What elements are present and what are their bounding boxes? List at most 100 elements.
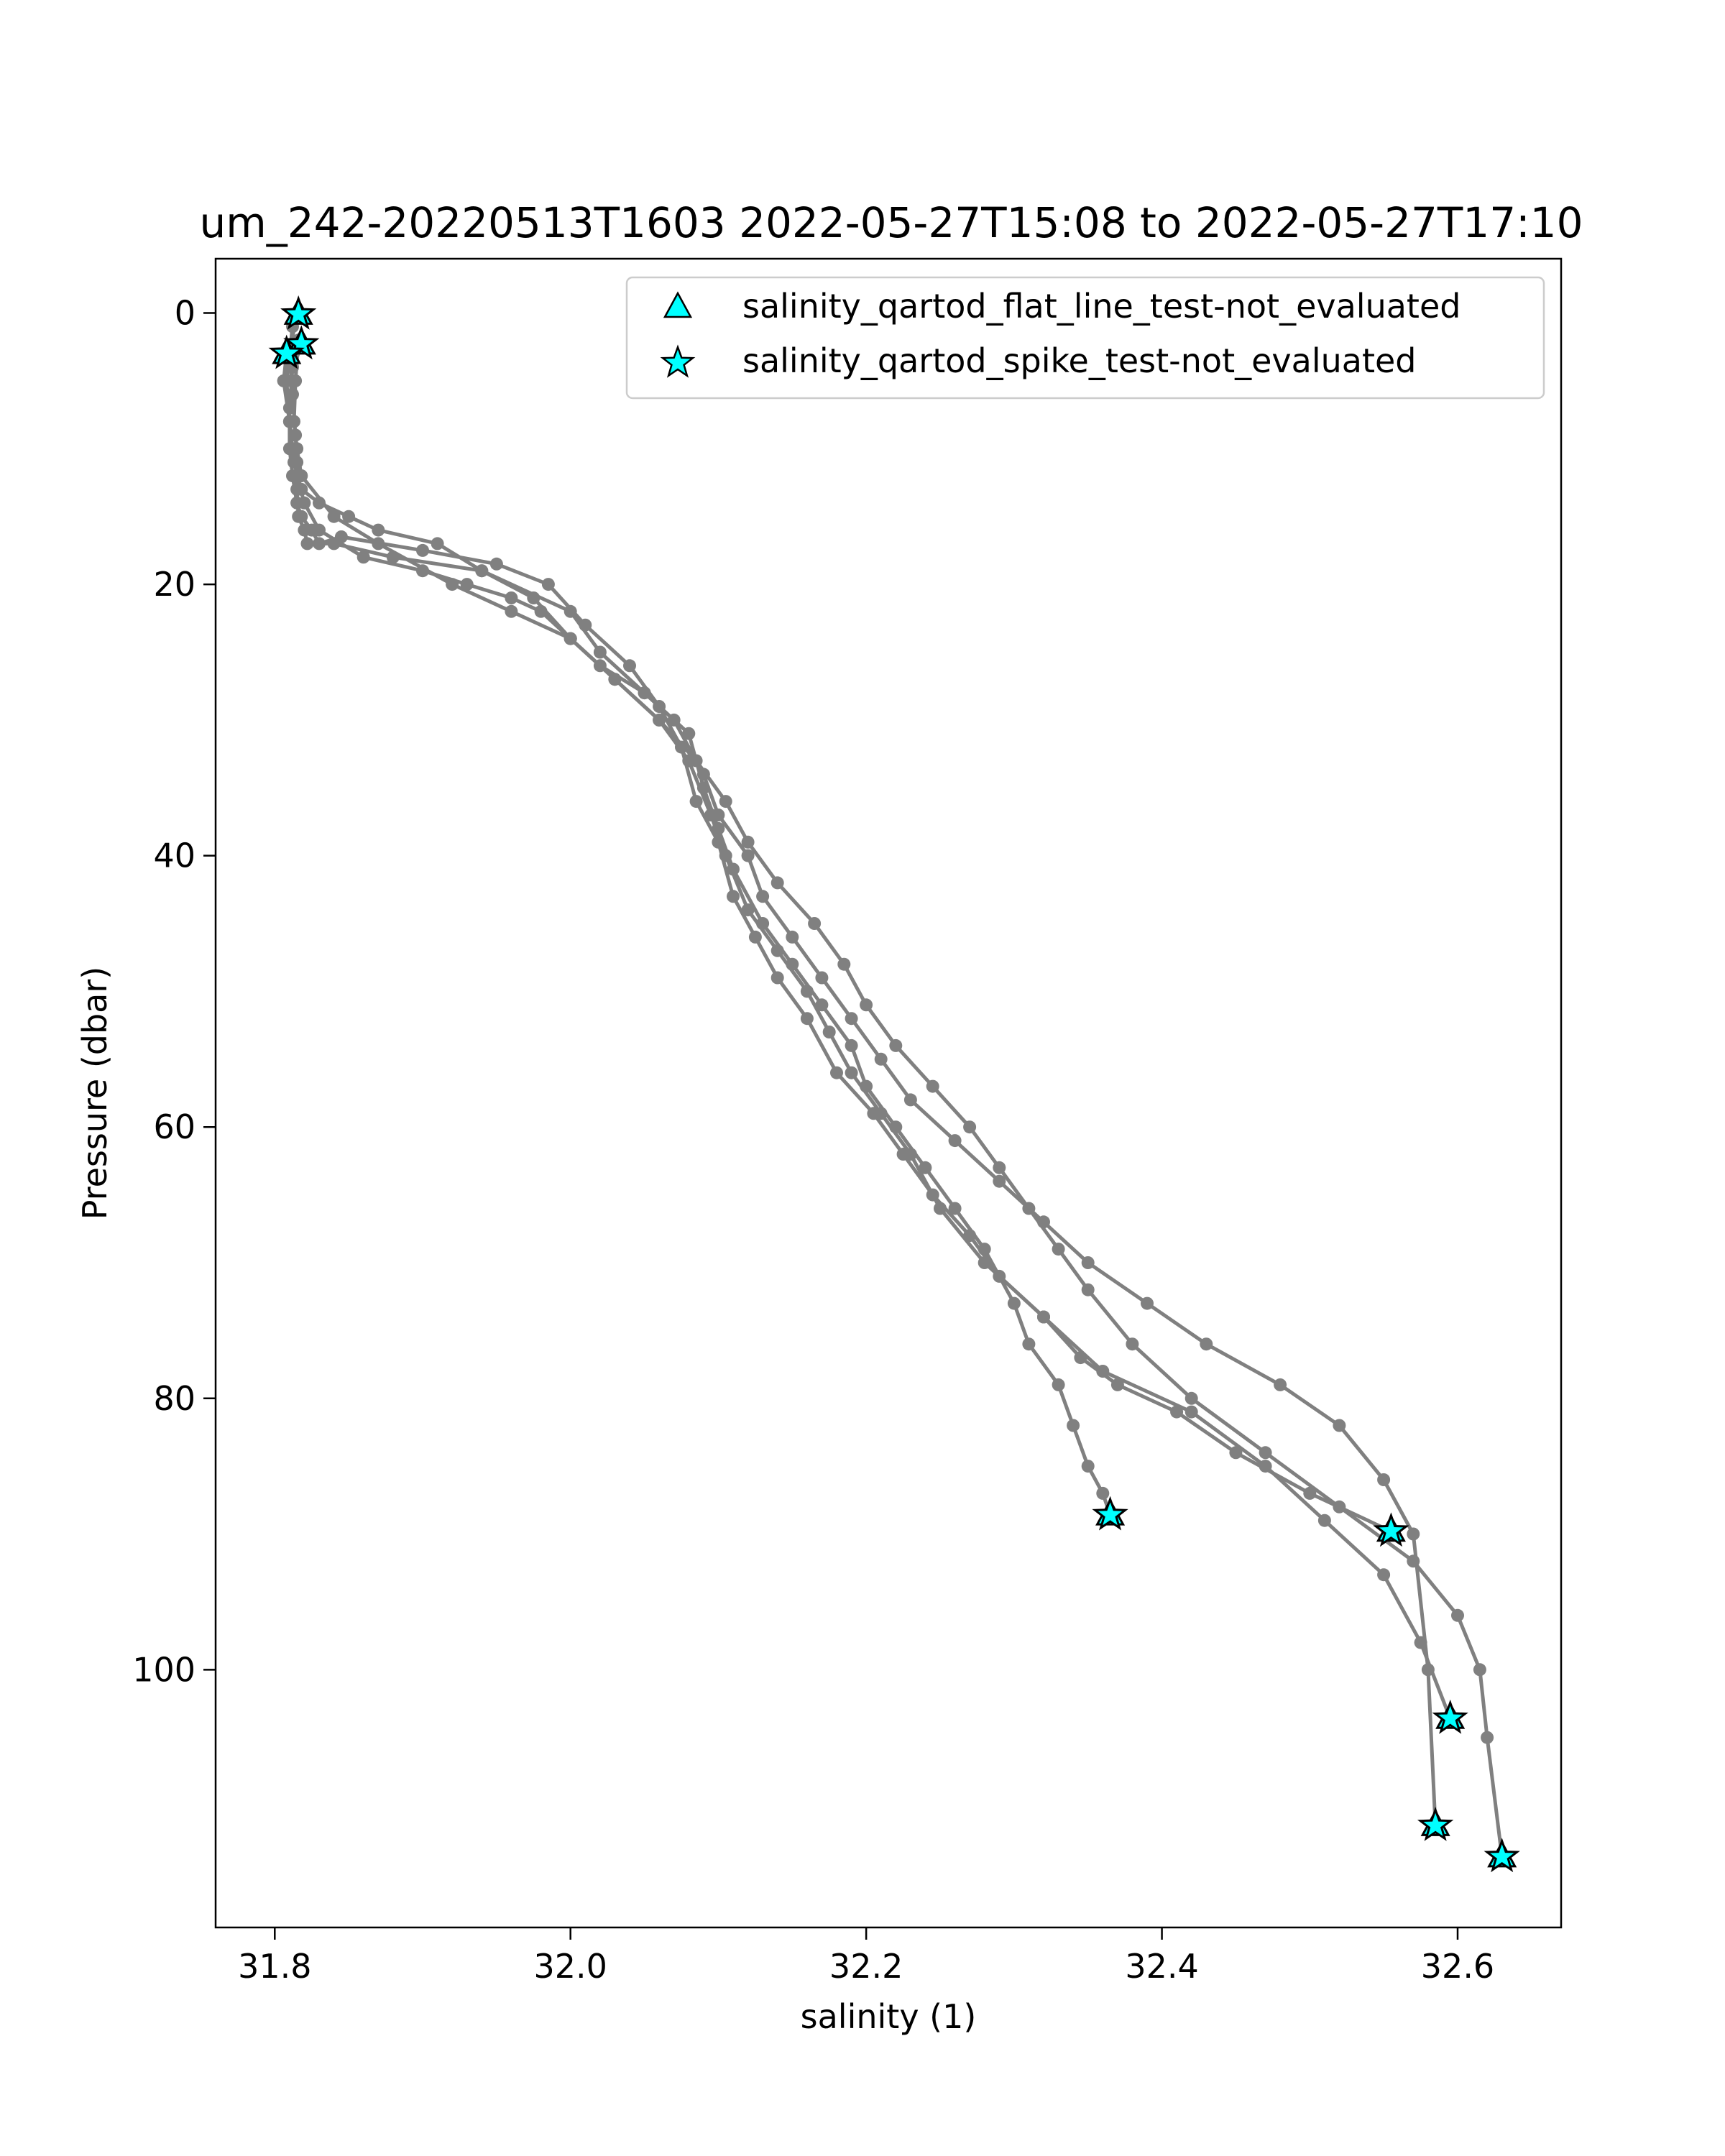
profile-1-point [593, 645, 607, 659]
profile-4-point [1141, 1296, 1154, 1310]
profile-5-point [298, 496, 311, 510]
profile-3-point [719, 849, 732, 862]
y-tick-label: 60 [153, 1107, 196, 1146]
profile-5-point [286, 442, 299, 456]
x-tick-label: 32.2 [829, 1947, 903, 1986]
x-axis: 31.8 32.0 32.2 32.4 32.6 [238, 1927, 1494, 1986]
profile-4-point [1333, 1419, 1346, 1432]
x-tick-label: 31.8 [238, 1947, 311, 1986]
spike-flag-marker [268, 334, 305, 369]
profile-4-point [327, 510, 341, 523]
profile-5-point [889, 1038, 903, 1052]
spike-flag-marker [1373, 1512, 1409, 1547]
profile-5-point [719, 795, 732, 808]
profile-5-point [808, 917, 822, 930]
legend-triangle-marker [663, 291, 693, 318]
profile-2-point [579, 618, 592, 632]
profile-3-point [822, 1026, 836, 1038]
profile-1-point [682, 727, 696, 740]
profile-4-point [741, 849, 755, 862]
profile-3-point [770, 944, 784, 957]
profile-4-point [786, 930, 799, 944]
legend-label-spike: salinity_qartod_spike_test-not_evaluated [742, 341, 1416, 380]
plot-frame [214, 257, 1563, 1929]
profile-1-point [948, 1202, 962, 1215]
profile-4-point [948, 1134, 962, 1148]
profile-4-point [903, 1093, 917, 1107]
profile-3-point [934, 1202, 947, 1215]
profile-1-point [300, 537, 314, 550]
profile-5-point [1184, 1391, 1198, 1405]
profile-5-point [770, 876, 784, 890]
flagged-points-layer [268, 295, 1520, 1873]
legend-star-marker [660, 344, 696, 378]
profile-5-point [653, 713, 666, 727]
profile-4-point [712, 808, 725, 821]
spike-flag-marker [283, 325, 320, 360]
profile-4-point [372, 537, 385, 550]
profile-5-point [356, 550, 370, 564]
profile-3-point [874, 1107, 888, 1120]
profile-2-point [727, 890, 740, 903]
spike-flag-marker [1417, 1806, 1454, 1841]
profile-1-point [1007, 1296, 1021, 1310]
profile-3-point [903, 1148, 917, 1161]
profile-line-4 [292, 340, 1438, 1826]
legend-label-flat-line: salinity_qartod_flat_line_test-not_evalu… [742, 287, 1460, 326]
profile-3-point [1096, 1365, 1110, 1378]
profile-1-point [1052, 1378, 1065, 1391]
profile-5-point [741, 835, 755, 849]
profile-5-point [963, 1120, 977, 1134]
profile-2-point [830, 1066, 843, 1079]
profile-3-point [475, 564, 489, 578]
y-tick-label: 40 [153, 837, 196, 875]
x-tick-label: 32.0 [534, 1947, 607, 1986]
profile-3-point [527, 591, 540, 604]
profile-5-point [1407, 1554, 1420, 1568]
profile-3-point [1259, 1460, 1272, 1473]
profile-5-point [1022, 1202, 1036, 1215]
spike-flag-marker [1484, 1838, 1520, 1873]
y-tick-label: 20 [153, 565, 196, 604]
y-tick-label: 80 [153, 1379, 196, 1418]
spike-flag-marker [1092, 1496, 1128, 1531]
profile-2-point [313, 537, 326, 550]
profile-5-point [1126, 1337, 1139, 1351]
profile-2-point [689, 795, 703, 808]
legend: salinity_qartod_flat_line_test-not_evalu… [625, 276, 1545, 400]
profile-3-point [1037, 1310, 1050, 1324]
profile-2-point [416, 543, 429, 557]
profile-4-point [1274, 1378, 1287, 1391]
profile-2-point [295, 510, 308, 523]
profile-3-point [1317, 1514, 1331, 1527]
x-tick-label: 32.6 [1421, 1947, 1494, 1986]
profile-4-point [1421, 1663, 1435, 1677]
profile-5-point [282, 415, 296, 428]
profile-5-point [1481, 1731, 1494, 1744]
profile-5-point [505, 591, 518, 604]
profile-3-point [978, 1256, 991, 1269]
profile-3-point [431, 537, 444, 550]
profile-1-point [1067, 1419, 1080, 1432]
profile-4-point [756, 890, 770, 903]
profile-4-point [667, 713, 681, 727]
y-axis-label: Pressure (dbar) [75, 967, 114, 1220]
profile-2-point [800, 1012, 814, 1026]
profile-1-point [1096, 1486, 1110, 1500]
profile-5-point [689, 754, 703, 768]
profile-3-point [845, 1066, 858, 1079]
profile-5-point [860, 998, 873, 1012]
profile-4-point [505, 604, 518, 618]
profile-1-point [1022, 1337, 1036, 1351]
profile-line-3 [282, 353, 1453, 1720]
profile-5-point [564, 632, 577, 645]
profile-5-point [608, 673, 622, 686]
profile-2-point [1303, 1486, 1317, 1500]
profile-4-point [289, 374, 303, 387]
profile-3-point [372, 523, 385, 537]
legend-box [625, 276, 1545, 400]
profile-2-point [623, 659, 636, 673]
profile-3-point [800, 985, 814, 998]
profile-2-point [1229, 1446, 1243, 1460]
